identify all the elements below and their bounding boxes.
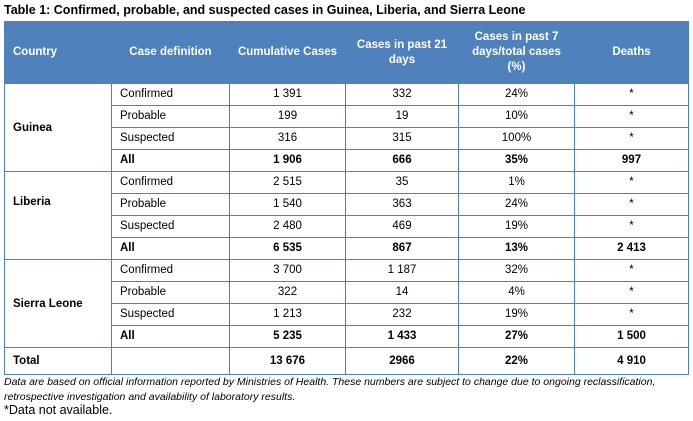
deaths-cell: * (574, 303, 689, 326)
deaths-cell: 2 413 (574, 237, 689, 260)
past21-cell: 1 187 (345, 259, 459, 282)
table-row: Probable 1 540 363 24% * (5, 193, 689, 216)
past7-cell: 32% (458, 259, 575, 282)
past7-cell: 24% (458, 83, 575, 106)
case-definition-cell: Suspected (111, 215, 230, 238)
past21-cell: 232 (345, 303, 459, 326)
case-definition-cell: Confirmed (111, 171, 230, 194)
past7-cell: 19% (458, 303, 575, 326)
case-definition-cell: Confirmed (111, 83, 230, 106)
table-row-all: All 6 535 867 13% 2 413 (5, 237, 689, 260)
table-row: Probable 322 14 4% * (5, 281, 689, 304)
table-row: Suspected 1 213 232 19% * (5, 303, 689, 326)
deaths-cell: 997 (574, 149, 689, 172)
deaths-cell: * (574, 171, 689, 194)
past21-cell: 35 (345, 171, 459, 194)
case-definition-cell: Probable (111, 281, 230, 304)
cumulative-cell: 2 515 (229, 171, 346, 194)
deaths-cell: * (574, 215, 689, 238)
table-row: Sierra Leone Confirmed 3 700 1 187 32% * (4, 259, 689, 348)
past7-cell: 4% (458, 281, 575, 304)
past7-cell: 1% (458, 171, 575, 194)
case-definition-cell: Suspected (111, 127, 230, 150)
header-cumulative-cases: Cumulative Cases (229, 21, 346, 84)
deaths-cell: * (574, 105, 689, 128)
past21-cell: 19 (345, 105, 459, 128)
deaths-cell: * (574, 83, 689, 106)
cumulative-cell: 2 480 (229, 215, 346, 238)
cumulative-cell: 6 535 (229, 237, 346, 260)
cases-table: Country Case definition Cumulative Cases… (4, 21, 689, 375)
total-cumulative-cell: 13 676 (229, 347, 346, 375)
cumulative-cell: 1 906 (229, 149, 346, 172)
total-past7-cell: 22% (458, 347, 575, 375)
past7-cell: 27% (458, 325, 575, 348)
country-cell-sierra-leone: Sierra Leone (4, 259, 112, 348)
total-past21-cell: 2966 (345, 347, 459, 375)
deaths-cell: * (574, 281, 689, 304)
cumulative-cell: 1 391 (229, 83, 346, 106)
table-row: Guinea Confirmed 1 391 332 24% * (4, 83, 689, 172)
footnote: *Data not available. (4, 403, 113, 417)
cumulative-cell: 199 (229, 105, 346, 128)
data-source-note: Data are based on official information r… (4, 376, 656, 403)
table-row-all: All 5 235 1 433 27% 1 500 (5, 325, 689, 348)
case-definition-cell: Confirmed (111, 259, 230, 282)
header-case-definition: Case definition (111, 21, 230, 84)
header-deaths: Deaths (574, 21, 689, 84)
total-blank-cell (111, 347, 230, 375)
cumulative-cell: 3 700 (229, 259, 346, 282)
past21-cell: 1 433 (345, 325, 459, 348)
past21-cell: 332 (345, 83, 459, 106)
past21-cell: 666 (345, 149, 459, 172)
table-row-total: Total 13 676 2966 22% 4 910 (4, 347, 689, 375)
country-cell-liberia: Liberia (4, 171, 112, 260)
case-definition-cell: Probable (111, 193, 230, 216)
deaths-cell: * (574, 193, 689, 216)
case-definition-cell: Probable (111, 105, 230, 128)
table-row: Liberia Confirmed 2 515 35 1% * (4, 171, 689, 260)
past21-cell: 867 (345, 237, 459, 260)
total-label-cell: Total (4, 347, 112, 375)
header-country: Country (4, 21, 112, 84)
past7-cell: 10% (458, 105, 575, 128)
country-cell-guinea: Guinea (4, 83, 112, 172)
cumulative-cell: 5 235 (229, 325, 346, 348)
case-definition-cell: Suspected (111, 303, 230, 326)
past21-cell: 469 (345, 215, 459, 238)
cumulative-cell: 316 (229, 127, 346, 150)
deaths-cell: * (574, 259, 689, 282)
past7-cell: 35% (458, 149, 575, 172)
cumulative-cell: 1 213 (229, 303, 346, 326)
case-definition-cell: All (111, 149, 230, 172)
past21-cell: 363 (345, 193, 459, 216)
past7-cell: 100% (458, 127, 575, 150)
total-deaths-cell: 4 910 (574, 347, 689, 375)
cumulative-cell: 1 540 (229, 193, 346, 216)
deaths-cell: 1 500 (574, 325, 689, 348)
deaths-cell: * (574, 127, 689, 150)
past7-cell: 19% (458, 215, 575, 238)
header-cases-past-21-days: Cases in past 21 days (345, 21, 459, 84)
cumulative-cell: 322 (229, 281, 346, 304)
header-row: Country Case definition Cumulative Cases… (4, 21, 689, 84)
case-definition-cell: All (111, 325, 230, 348)
case-definition-cell: All (111, 237, 230, 260)
header-cases-past-7-days: Cases in past 7 days/total cases (%) (458, 21, 575, 84)
past7-cell: 13% (458, 237, 575, 260)
past21-cell: 14 (345, 281, 459, 304)
table-caption: Table 1: Confirmed, probable, and suspec… (4, 3, 526, 17)
past21-cell: 315 (345, 127, 459, 150)
past7-cell: 24% (458, 193, 575, 216)
